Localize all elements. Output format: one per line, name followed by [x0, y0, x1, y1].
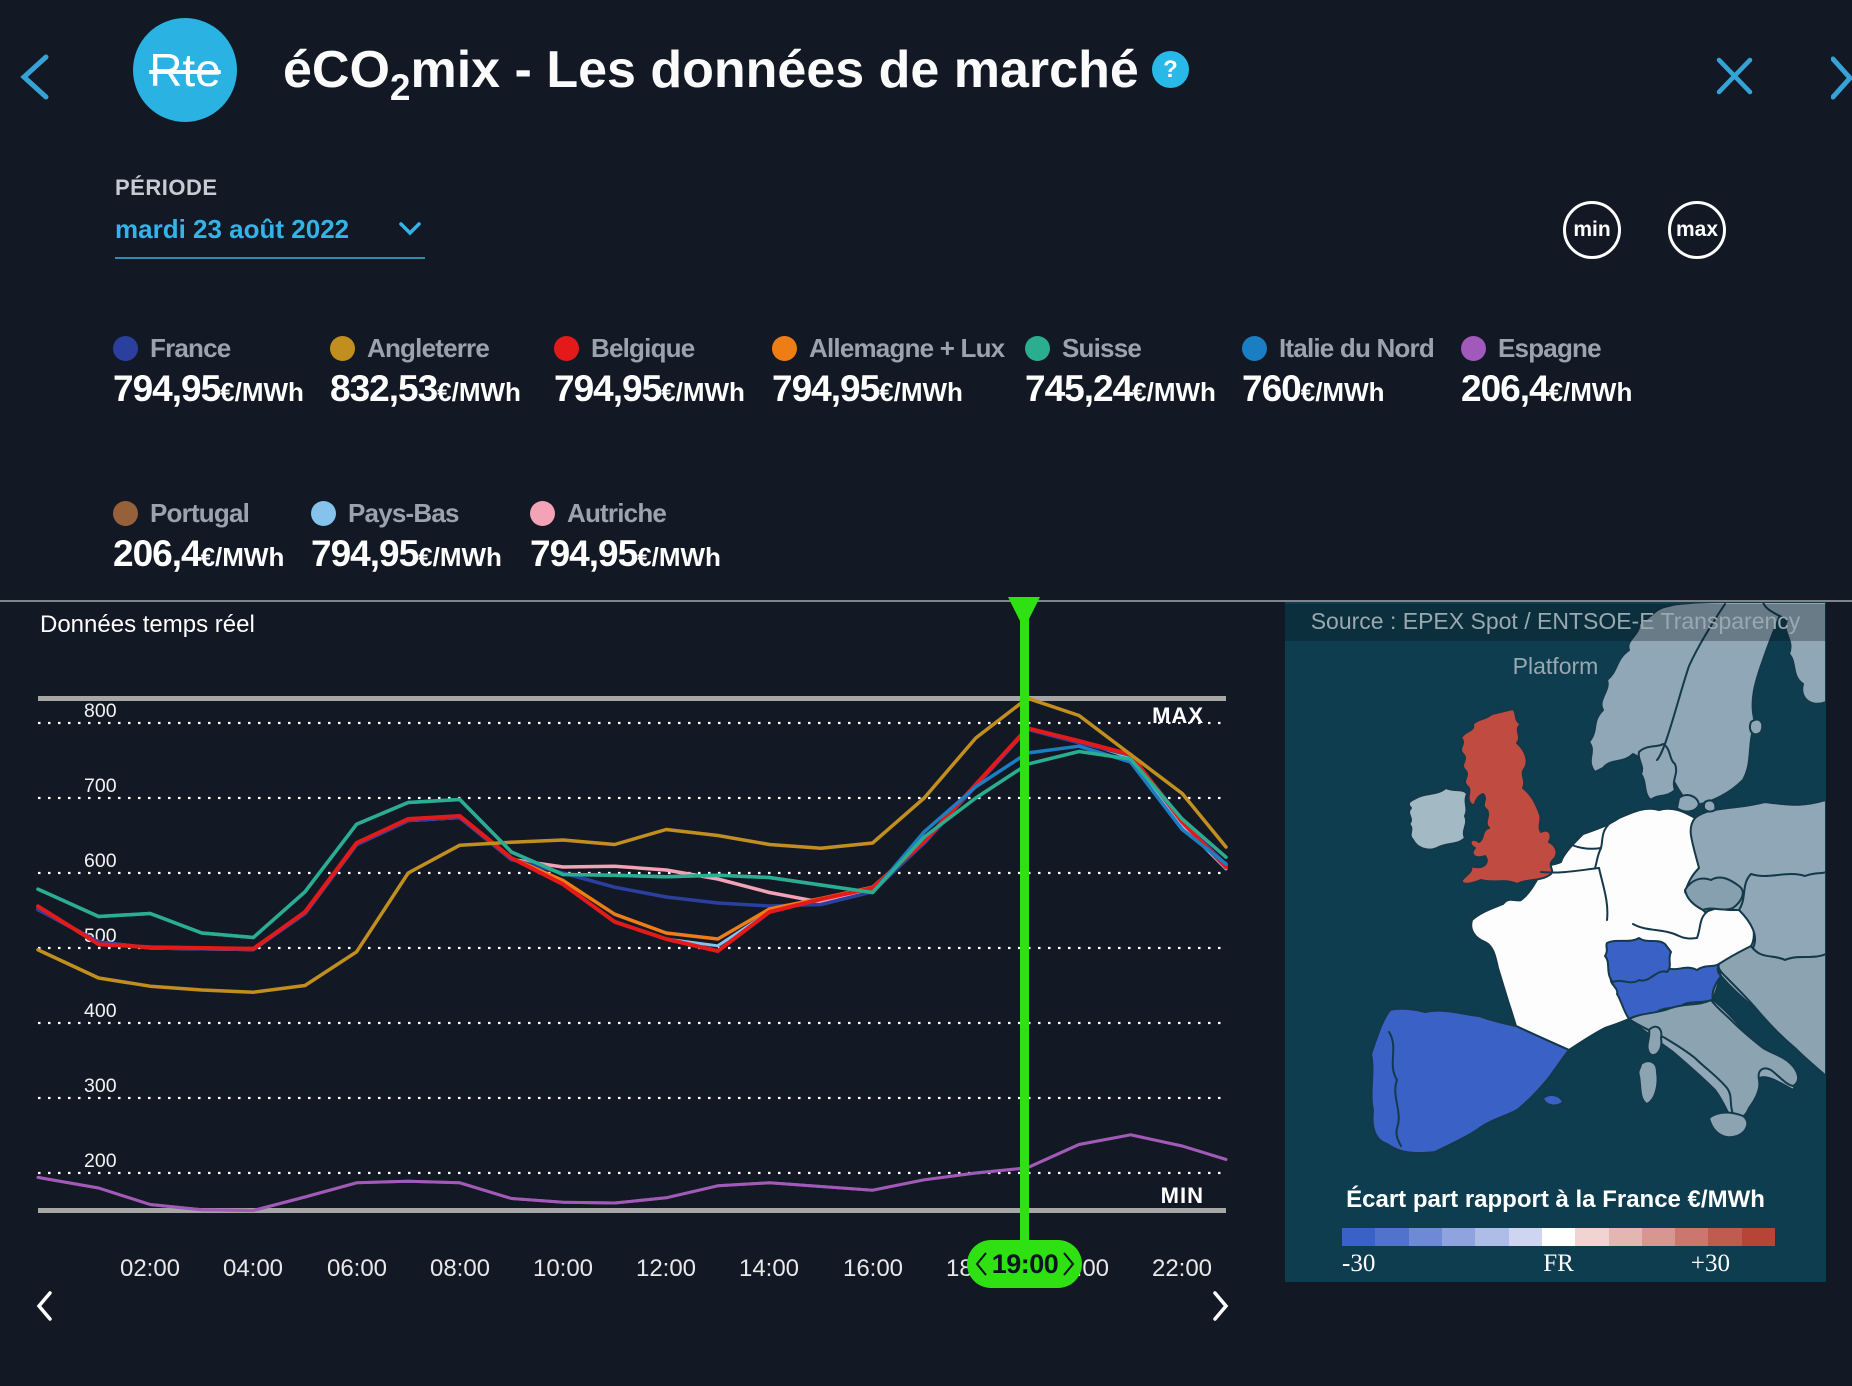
svg-text:08:00: 08:00: [430, 1255, 490, 1282]
svg-text:19:00: 19:00: [992, 1249, 1059, 1279]
svg-text:MIN: MIN: [1161, 1183, 1204, 1208]
svg-text:12:00: 12:00: [636, 1255, 696, 1282]
svg-text:06:00: 06:00: [327, 1255, 387, 1282]
svg-text:MAX: MAX: [1152, 703, 1204, 728]
svg-text:22:00: 22:00: [1152, 1255, 1212, 1282]
svg-text:02:00: 02:00: [120, 1255, 180, 1282]
svg-text:300: 300: [84, 1075, 117, 1097]
svg-text:10:00: 10:00: [533, 1255, 593, 1282]
svg-text:16:00: 16:00: [843, 1255, 903, 1282]
svg-text:700: 700: [84, 775, 117, 797]
svg-text:200: 200: [84, 1150, 117, 1172]
svg-text:14:00: 14:00: [739, 1255, 799, 1282]
svg-text:600: 600: [84, 850, 117, 872]
svg-text:400: 400: [84, 1000, 117, 1022]
svg-text:04:00: 04:00: [223, 1255, 283, 1282]
svg-text:800: 800: [84, 700, 117, 722]
